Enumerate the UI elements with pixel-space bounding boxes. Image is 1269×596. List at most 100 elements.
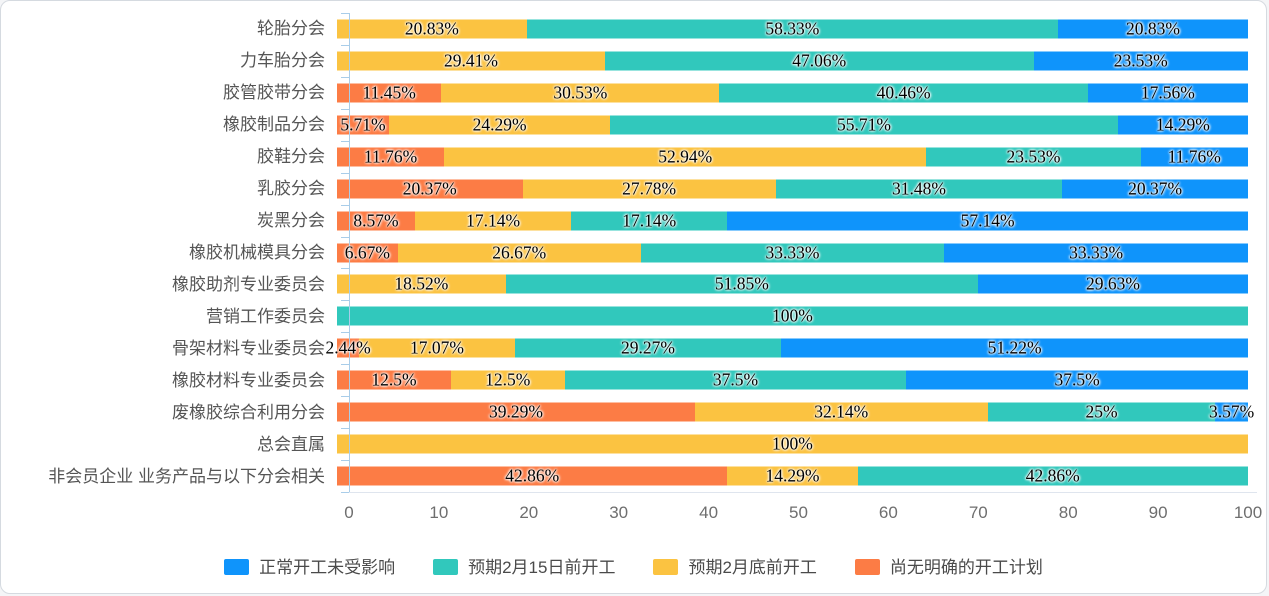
bar-segment[interactable] <box>337 370 451 390</box>
y-axis-tick <box>341 236 349 238</box>
bar-segment[interactable] <box>1140 147 1248 167</box>
bar-segment[interactable] <box>1215 402 1248 422</box>
bar-segment[interactable] <box>415 211 572 231</box>
bar-segment[interactable] <box>337 51 605 71</box>
bar-track: 18.52% 51.85% 29.63% <box>337 269 1257 301</box>
bar-track: 39.29% 32.14% 25% 3.57% <box>337 396 1257 428</box>
bar-row: 营销工作委员会 100% <box>1 300 1257 332</box>
bar-segment[interactable] <box>1087 83 1248 103</box>
bar-segment[interactable] <box>337 147 445 167</box>
segment-value-label: 29.63% <box>1085 273 1140 294</box>
x-axis-tick-label: 100 <box>1233 503 1263 522</box>
bar-segment[interactable] <box>441 83 720 103</box>
bar-segment[interactable] <box>1058 19 1248 39</box>
category-label: 轮胎分会 <box>257 19 325 39</box>
y-axis-tick <box>341 300 349 302</box>
bar-segment[interactable] <box>571 211 728 231</box>
x-axis-tick-label: 10 <box>429 503 449 522</box>
bar-track: 11.45% 30.53% 40.46% 17.56% <box>337 77 1257 109</box>
bar-segment[interactable] <box>337 19 527 39</box>
x-axis-tick-label: 20 <box>519 503 539 522</box>
bar-segment[interactable] <box>337 306 1248 326</box>
x-axis-line <box>349 492 1257 493</box>
bar-segment[interactable] <box>450 370 565 390</box>
y-axis-tick <box>341 460 349 462</box>
bar-segment[interactable] <box>1117 115 1248 135</box>
y-axis-tick <box>341 76 349 78</box>
bar-segment[interactable] <box>526 19 1059 39</box>
segment-value-label: 5.71% <box>340 114 386 135</box>
legend-item[interactable]: 正常开工未受影响 <box>224 559 395 576</box>
bar-segment[interactable] <box>1062 179 1248 199</box>
bar-segment[interactable] <box>514 338 782 358</box>
bar-segment[interactable] <box>719 83 1088 103</box>
legend-item[interactable]: 预期2月15日前开工 <box>433 559 615 576</box>
bar-segment[interactable] <box>337 274 506 294</box>
x-axis-tick-label: 60 <box>878 503 898 522</box>
segment-value-label: 31.48% <box>891 177 946 198</box>
bar-track: 12.5% 12.5% 37.5% 37.5% <box>337 364 1257 396</box>
bar-segment[interactable] <box>337 179 523 199</box>
bar-segment[interactable] <box>359 338 515 358</box>
bar-chart-rows: 轮胎分会 20.83% 58.33% 20.83% 力车胎分会 29.41% 47.06% 2… <box>1 13 1257 492</box>
segment-value-label: 6.67% <box>344 241 390 262</box>
bar-segment[interactable] <box>926 147 1141 167</box>
segment-value-label: 47.06% <box>792 50 847 71</box>
segment-value-label: 11.76% <box>1167 145 1221 166</box>
bar-segment[interactable] <box>564 370 907 390</box>
bar-segment[interactable] <box>337 115 389 135</box>
category-label: 力车胎分会 <box>240 51 325 71</box>
bar-segment[interactable] <box>337 434 1248 454</box>
bar-row: 废橡胶综合利用分会 39.29% 32.14% 25% 3.57% <box>1 396 1257 428</box>
bar-segment[interactable] <box>694 402 988 422</box>
category-label: 营销工作委员会 <box>206 306 325 326</box>
category-label: 橡胶材料专业委员会 <box>172 370 325 390</box>
bar-row: 橡胶助剂专业委员会 18.52% 51.85% 29.63% <box>1 269 1257 301</box>
bar-segment[interactable] <box>337 83 442 103</box>
x-axis-tick-label: 80 <box>1058 503 1078 522</box>
category-label: 橡胶助剂专业委员会 <box>172 274 325 294</box>
bar-segment[interactable] <box>987 402 1216 422</box>
bar-segment[interactable] <box>610 115 1118 135</box>
category-label: 橡胶机械模具分会 <box>189 243 325 263</box>
y-axis-tick <box>341 172 349 174</box>
bar-segment[interactable] <box>775 179 1063 199</box>
category-label: 废橡胶综合利用分会 <box>172 402 325 422</box>
bar-segment[interactable] <box>337 466 728 486</box>
segment-value-label: 42.86% <box>505 465 560 486</box>
bar-segment[interactable] <box>522 179 776 199</box>
bar-segment[interactable] <box>727 211 1248 231</box>
bar-segment[interactable] <box>505 274 978 294</box>
bar-segment[interactable] <box>857 466 1248 486</box>
legend-label: 正常开工未受影响 <box>259 557 396 577</box>
bar-segment[interactable] <box>444 147 927 167</box>
segment-value-label: 26.67% <box>492 241 547 262</box>
bar-segment[interactable] <box>337 211 416 231</box>
category-label: 炭黑分会 <box>257 211 325 231</box>
bar-segment[interactable] <box>781 338 1248 358</box>
bar-segment[interactable] <box>604 51 1034 71</box>
segment-value-label: 51.22% <box>987 337 1042 358</box>
bar-track: 2.44% 17.07% 29.27% 51.22% <box>326 332 1257 364</box>
bar-segment[interactable] <box>389 115 611 135</box>
x-axis-tick-label: 50 <box>789 503 808 522</box>
segment-value-label: 11.76% <box>363 145 418 166</box>
bar-segment[interactable] <box>337 402 695 422</box>
bar-segment[interactable] <box>397 243 641 263</box>
y-axis-tick <box>341 428 349 430</box>
bar-segment[interactable] <box>1033 51 1248 71</box>
bar-segment[interactable] <box>944 243 1248 263</box>
bar-track: 20.37% 27.78% 31.48% 20.37% <box>337 173 1257 205</box>
bar-segment[interactable] <box>640 243 945 263</box>
bar-segment[interactable] <box>727 466 858 486</box>
segment-value-label: 14.29% <box>1155 114 1210 135</box>
bar-segment[interactable] <box>337 243 398 263</box>
legend-item[interactable]: 预期2月底前开工 <box>653 559 817 576</box>
bar-segment[interactable] <box>337 338 360 358</box>
segment-value-label: 3.57% <box>1209 401 1255 422</box>
bar-segment[interactable] <box>906 370 1248 390</box>
legend-item[interactable]: 尚无明确的开工计划 <box>854 559 1043 576</box>
bar-segment[interactable] <box>977 274 1248 294</box>
bar-track: 5.71% 24.29% 55.71% 14.29% <box>337 109 1257 141</box>
